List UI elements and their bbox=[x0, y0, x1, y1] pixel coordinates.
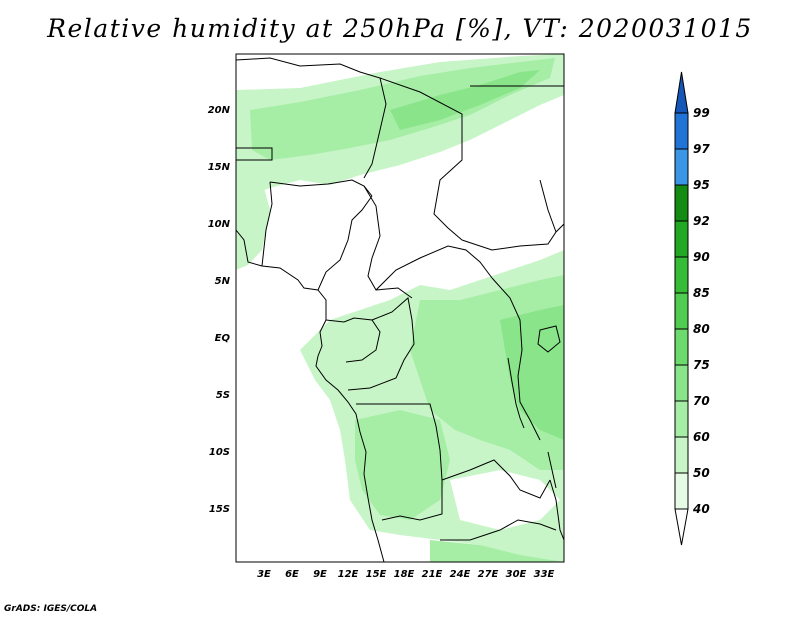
colorbar-label: 99 bbox=[693, 106, 710, 120]
colorbar-segment bbox=[674, 220, 689, 258]
border-mozambique bbox=[549, 479, 564, 541]
colorbar-top-triangle bbox=[674, 71, 689, 114]
colorbar-segment bbox=[674, 112, 689, 150]
humidity-lakes-core bbox=[500, 305, 564, 440]
lon-label: 33E bbox=[534, 569, 555, 580]
lon-label: 21E bbox=[422, 569, 443, 580]
lat-label: 5S bbox=[216, 390, 230, 401]
border-cameroon bbox=[317, 195, 373, 291]
border-congo bbox=[347, 297, 415, 391]
humidity-gap-west bbox=[236, 290, 310, 562]
colorbar-label: 90 bbox=[693, 250, 710, 264]
lat-label: 5N bbox=[215, 276, 231, 287]
lat-label: 10N bbox=[208, 219, 231, 230]
colorbar-segment bbox=[674, 292, 689, 330]
colorbar-segment bbox=[674, 256, 689, 294]
lat-label: 15N bbox=[208, 162, 231, 173]
west-africa-coastline bbox=[236, 229, 385, 562]
colorbar-segment bbox=[674, 364, 689, 402]
lon-label: 27E bbox=[478, 569, 499, 580]
colorbar-segment bbox=[674, 472, 689, 510]
colorbar-label: 50 bbox=[693, 466, 710, 480]
border-zambia bbox=[441, 459, 551, 499]
lat-label: EQ bbox=[215, 333, 231, 344]
coastlines-and-borders bbox=[236, 57, 564, 562]
grads-credit: GrADS: IGES/COLA bbox=[4, 604, 98, 614]
lake-tanganyika bbox=[507, 357, 525, 429]
border-car bbox=[375, 245, 493, 291]
border-drc-east bbox=[491, 277, 541, 441]
lat-label: 10S bbox=[209, 447, 230, 458]
humidity-shading bbox=[236, 54, 564, 562]
border-sudan-south bbox=[461, 223, 564, 251]
border-libya-sudan bbox=[379, 77, 463, 241]
colorbar-label: 75 bbox=[693, 358, 710, 372]
lon-label: 6E bbox=[285, 569, 299, 580]
border-west-1 bbox=[236, 147, 273, 161]
colorbar-label: 92 bbox=[693, 214, 710, 228]
colorbar-segment bbox=[674, 400, 689, 438]
colorbar-segment bbox=[674, 328, 689, 366]
colorbar-label: 85 bbox=[693, 286, 710, 300]
border-gabon bbox=[325, 317, 381, 363]
lon-label: 24E bbox=[450, 569, 471, 580]
colorbar-label: 40 bbox=[692, 502, 710, 516]
lon-label: 9E bbox=[313, 569, 327, 580]
colorbar-segment bbox=[674, 436, 689, 474]
humidity-angola bbox=[355, 410, 450, 520]
longitude-labels: 3E 6E 9E 12E 15E 18E 21E 24E 27E 30E 33E bbox=[257, 569, 554, 580]
colorbar-label: 95 bbox=[693, 178, 710, 192]
humidity-gap-south bbox=[450, 470, 560, 530]
lon-label: 3E bbox=[257, 569, 271, 580]
border-sahel-north bbox=[236, 57, 387, 179]
border-chad bbox=[363, 185, 413, 299]
border-angola bbox=[356, 403, 443, 521]
lon-label: 30E bbox=[506, 569, 527, 580]
lon-label: 18E bbox=[394, 569, 415, 580]
colorbar-label: 60 bbox=[693, 430, 710, 444]
border-zimbabwe bbox=[440, 519, 557, 541]
border-ethiopia bbox=[539, 179, 557, 233]
map-frame bbox=[235, 53, 565, 563]
map-title: Relative humidity at 250hPa [%], VT: 202… bbox=[47, 14, 753, 43]
colorbar-segment bbox=[674, 184, 689, 222]
lake-malawi bbox=[547, 451, 557, 489]
lake-victoria bbox=[537, 325, 561, 353]
lat-label: 15S bbox=[209, 504, 230, 515]
lon-label: 12E bbox=[338, 569, 359, 580]
colorbar: 40 50 60 70 75 80 85 90 92 95 97 99 bbox=[674, 71, 710, 546]
lat-label: 20N bbox=[208, 105, 231, 116]
humidity-band-north-peak bbox=[390, 70, 540, 130]
colorbar-label: 97 bbox=[693, 142, 710, 156]
colorbar-segment bbox=[674, 148, 689, 186]
border-nigeria bbox=[261, 181, 273, 267]
latitude-labels: 20N 15N 10N 5N EQ 5S 10S 15S bbox=[208, 105, 231, 515]
lon-label: 15E bbox=[366, 569, 387, 580]
colorbar-label: 70 bbox=[693, 394, 710, 408]
colorbar-bottom-triangle bbox=[674, 508, 689, 546]
humidity-south-strip bbox=[430, 540, 564, 562]
colorbar-label: 80 bbox=[693, 322, 710, 336]
